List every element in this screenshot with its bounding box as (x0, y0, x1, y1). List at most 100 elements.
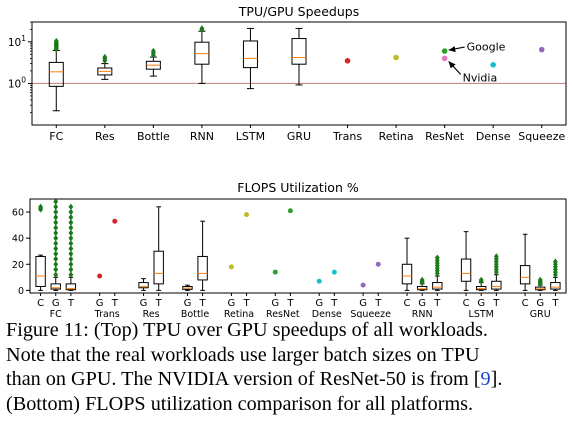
bottom-box-fc-t-flier (68, 203, 74, 211)
caption-line-1: Figure 11: (Top) TPU over GPU speedups o… (6, 319, 488, 341)
top-x-tick-label: Squeeze (518, 130, 565, 143)
top-point-squeeze (538, 46, 545, 53)
bottom-box-fc-t-flier (68, 224, 74, 231)
bottom-x-tick-label: T (111, 298, 119, 309)
bottom-x-tick-label: G (359, 298, 367, 309)
bottom-box-gru-t-flier (553, 258, 558, 265)
annotation-google: Google (467, 41, 506, 54)
bottom-x-tick-label: T (199, 298, 207, 309)
top-x-tick-label: LSTM (236, 130, 265, 143)
bottom-group-label: Squeeze (350, 309, 391, 318)
top-chart-title: TPU/GPU Speedups (238, 4, 359, 19)
bottom-box-lstm-t-flier (493, 253, 499, 260)
bottom-box-fc-g-flier (53, 203, 59, 211)
bottom-x-tick-label: T (155, 298, 163, 309)
bottom-box-fc-t-flier (68, 250, 74, 258)
bottom-box-fc-g-flier (53, 245, 59, 252)
bottom-box-lstm-t-box (491, 280, 502, 290)
bottom-x-tick-label: C (404, 298, 411, 309)
bottom-box-bottle-t-box (197, 255, 208, 281)
top-box-rnn-flier (199, 25, 205, 32)
bottom-y-tick-label: 40 (12, 234, 24, 245)
bottom-box-rnn-t-flier (434, 254, 440, 261)
bottom-x-tick-label: T (330, 298, 338, 309)
top-box-res-flier (102, 53, 108, 61)
bottom-x-tick-label: T (433, 298, 441, 309)
bottom-x-tick-label: G (140, 298, 148, 309)
bottom-x-tick-label: T (286, 298, 294, 309)
bottom-box-fc-t-flier (68, 271, 74, 278)
bottom-box-res-t-box (153, 250, 164, 285)
bottom-x-tick-label: G (184, 298, 192, 309)
bottom-box-rnn-t-box (432, 282, 443, 290)
bottom-x-tick-label: G (228, 298, 236, 309)
bottom-box-fc-g-flier (53, 250, 59, 258)
caption-line-4: (Bottom) FLOPS utilization comparison fo… (6, 392, 474, 415)
bottom-chart-title: FLOPS Utilization % (237, 180, 359, 195)
bottom-x-tick-label: G (96, 298, 104, 309)
top-point-trans (344, 57, 351, 64)
top-x-tick-label: ResNet (425, 130, 465, 143)
bottom-box-lstm-c-box (460, 258, 472, 282)
top-box-fc-flier (53, 37, 59, 45)
citation-link[interactable]: 9 (480, 368, 491, 391)
bottom-box-fc-g-flier (53, 224, 59, 231)
bottom-group-label: Dense (312, 309, 342, 318)
bottom-group-label: LSTM (469, 309, 494, 318)
bottom-x-tick-label: C (37, 298, 44, 309)
top-y-tick-label: 101 (8, 34, 26, 49)
bottom-box-fc-c-flier (38, 203, 43, 211)
top-x-tick-label: Retina (379, 130, 414, 143)
bottom-box-fc-g-flier (53, 219, 59, 226)
bottom-x-tick-label: T (551, 298, 559, 309)
bottom-point-resnet-t (287, 208, 293, 214)
bottom-box-fc-t-flier (68, 219, 74, 226)
bottom-plot-frame (29, 198, 567, 294)
top-x-tick-label: Trans (332, 130, 362, 143)
bottom-point-trans-g (97, 273, 103, 279)
bottom-point-trans-t (112, 218, 118, 224)
bottom-box-rnn-g-box (416, 285, 428, 291)
top-point-resnet (441, 55, 448, 62)
bottom-x-tick-label: G (271, 298, 279, 309)
bottom-box-gru-g-flier (537, 276, 543, 284)
bottom-box-fc-t-box (65, 283, 77, 291)
bottom-point-squeeze-g (360, 282, 366, 288)
bottom-box-fc-g-box (50, 283, 61, 290)
top-x-tick-label: FC (49, 130, 63, 143)
bottom-box-res-g-box (138, 282, 149, 289)
bottom-group-label: ResNet (266, 309, 300, 318)
bottom-box-fc-g-flier (53, 255, 59, 263)
bottom-x-tick-label: T (374, 298, 382, 309)
bottom-box-gru-c-box (519, 265, 531, 285)
bottom-y-tick-label: 0 (18, 286, 24, 297)
bottom-group-label: Res (143, 309, 160, 318)
bottom-box-fc-g-flier (53, 266, 59, 273)
bottom-box-rnn-g-flier (419, 276, 425, 284)
bottom-box-fc-t-flier (68, 261, 74, 268)
bottom-y-tick-label: 20 (12, 260, 24, 271)
bottom-box-fc-g-flier (53, 240, 59, 247)
bottom-point-dense-t (331, 269, 337, 275)
bottom-box-lstm-g-flier (478, 276, 484, 284)
bottom-x-tick-label: G (536, 298, 544, 309)
bottom-x-tick-label: G (52, 298, 60, 309)
bottom-point-retina-t (244, 212, 250, 218)
bottom-box-fc-g-flier (53, 214, 59, 221)
top-x-tick-label: Dense (476, 130, 511, 143)
bottom-x-tick-label: G (418, 298, 426, 309)
bottom-x-tick-label: C (522, 298, 529, 309)
bottom-box-fc-g-flier (53, 229, 59, 237)
top-x-tick-label: GRU (287, 130, 311, 143)
bottom-box-fc-t-flier (68, 234, 74, 242)
nvidia-arrow-head (448, 61, 456, 69)
bottom-box-fc-t-flier (68, 255, 74, 263)
bottom-box-fc-t-flier (68, 214, 74, 221)
bottom-box-fc-c-box (35, 255, 46, 287)
top-y-tick-label: 100 (8, 75, 26, 90)
caption-line-2: Note that the real workloads use larger … (6, 343, 480, 366)
bottom-box-fc-t-flier (68, 240, 74, 247)
bottom-point-retina-g (228, 264, 234, 270)
bottom-group-label: Bottle (181, 309, 209, 318)
caption-line-3-text: than on GPU. The NVIDIA version of ResNe… (6, 368, 481, 391)
